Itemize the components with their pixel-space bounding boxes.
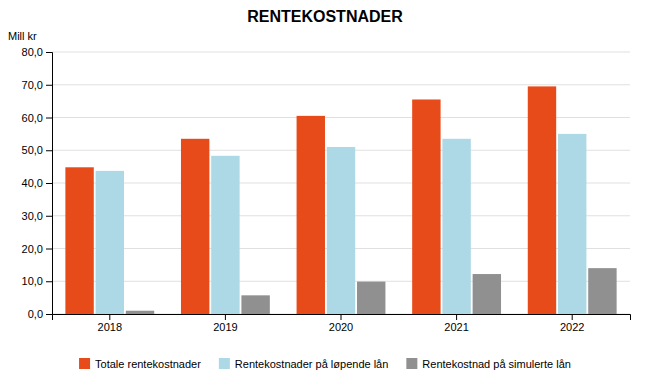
bar — [442, 139, 470, 314]
legend-item: Totale rentekostnader — [79, 358, 201, 370]
y-tick-label: 50,0 — [22, 144, 43, 156]
y-tick-label: 80,0 — [22, 46, 43, 58]
y-axis: 0,0 10,0 20,0 30,0 40,0 50,0 60,0 70,0 80,0 — [22, 46, 53, 320]
bar — [65, 167, 93, 314]
grid-line — [52, 84, 630, 85]
grid — [52, 52, 630, 314]
grid-line — [52, 52, 630, 53]
x-tick-mark — [225, 314, 226, 320]
legend: Totale rentekostnader Rentekostnader på l… — [79, 358, 571, 370]
y-tick: 20,0 — [22, 243, 52, 255]
y-tick-label: 60,0 — [22, 112, 43, 124]
x-tick-label: 2022 — [560, 321, 584, 333]
bar — [297, 116, 325, 314]
bar — [181, 139, 209, 314]
bar — [211, 156, 239, 314]
x-tick: 2022 — [560, 314, 584, 333]
y-tick: 80,0 — [22, 46, 52, 58]
legend-label: Totale rentekostnader — [95, 358, 201, 370]
y-tick-label: 10,0 — [22, 275, 43, 287]
y-tick-label: 0,0 — [28, 308, 43, 320]
bar-series — [126, 268, 617, 314]
x-tick-mark — [109, 314, 110, 320]
y-tick: 70,0 — [22, 79, 52, 91]
legend-item: Rentekostnad på simulerte lån — [406, 358, 571, 370]
y-tick: 10,0 — [22, 275, 52, 287]
x-tick-label: 2021 — [444, 321, 468, 333]
y-label: Mill kr — [8, 30, 37, 42]
x-tick-mark — [456, 314, 457, 320]
bar — [96, 171, 124, 314]
plot: 0,010,020,030,040,050,060,070,080,020182… — [22, 46, 631, 333]
y-tick-mark — [46, 52, 52, 53]
y-tick-mark — [46, 314, 52, 315]
bar — [327, 147, 355, 314]
bar — [412, 99, 440, 314]
y-tick: 60,0 — [22, 112, 52, 124]
y-tick: 50,0 — [22, 144, 52, 156]
x-tick-mark — [341, 314, 342, 320]
bars — [65, 86, 616, 314]
y-tick-mark — [46, 281, 52, 282]
y-tick: 40,0 — [22, 177, 52, 189]
x-tick-mark — [572, 314, 573, 320]
x-tick: 2019 — [213, 314, 237, 333]
bar — [588, 268, 616, 314]
x-tick: 2021 — [444, 314, 468, 333]
y-tick-label: 40,0 — [22, 177, 43, 189]
y-tick-mark — [46, 150, 52, 151]
x-tick-label: 2018 — [98, 321, 122, 333]
y-tick-mark — [46, 118, 52, 119]
x-tick: 2020 — [329, 314, 353, 333]
y-tick-mark — [46, 85, 52, 86]
chart: 0,010,020,030,040,050,060,070,080,020182… — [0, 0, 650, 386]
x-axis-line — [53, 315, 631, 321]
bar — [473, 274, 501, 314]
y-tick-label: 30,0 — [22, 210, 43, 222]
legend-item: Rentekostnader på løpende lån — [219, 358, 389, 370]
y-axis-line — [46, 53, 53, 315]
x-axis: 2018 2019 2020 2021 2022 — [53, 314, 631, 333]
y-tick-label: 70,0 — [22, 79, 43, 91]
x-tick-label: 2019 — [213, 321, 237, 333]
legend-swatch — [406, 358, 417, 369]
y-tick: 30,0 — [22, 210, 52, 222]
y-tick-mark — [46, 183, 52, 184]
bar — [241, 295, 269, 314]
bar — [558, 134, 586, 314]
y-tick-mark — [46, 216, 52, 217]
legend-label: Rentekostnader på løpende lån — [235, 358, 389, 370]
y-tick: 0,0 — [28, 308, 52, 320]
legend-swatch — [79, 358, 90, 369]
bar — [357, 282, 385, 314]
title: RENTEKOSTNADER — [247, 8, 403, 25]
y-tick-mark — [46, 249, 52, 250]
x-tick: 2018 — [98, 314, 122, 333]
bar-series — [96, 134, 587, 314]
legend-label: Rentekostnad på simulerte lån — [422, 358, 571, 370]
bar — [126, 311, 154, 314]
y-tick-label: 20,0 — [22, 243, 43, 255]
bar-series — [65, 86, 556, 314]
x-tick-label: 2020 — [329, 321, 353, 333]
bar — [528, 86, 556, 314]
legend-swatch — [219, 358, 230, 369]
